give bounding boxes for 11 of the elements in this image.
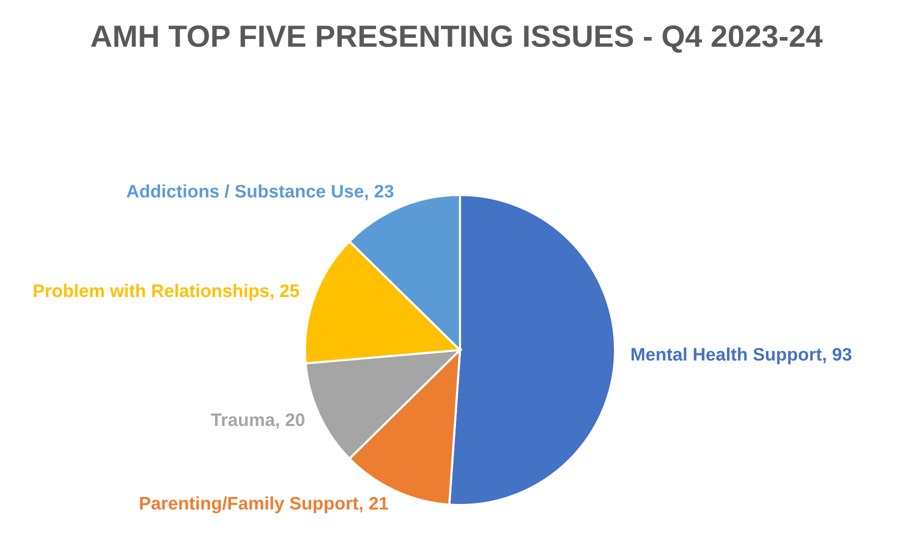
slice-label: Problem with Relationships	[34, 284, 269, 301]
slice-label: Addictions / Substance Use	[126, 184, 364, 198]
slice-label: Mental Health Support	[632, 347, 822, 364]
chart-title: AMH TOP FIVE PRESENTING ISSUES - Q4 2023-24	[91, 25, 823, 53]
data-label: , 20	[276, 413, 304, 429]
data-label: , 23	[365, 184, 394, 200]
slice-label: Trauma	[210, 414, 276, 426]
data-label: , 25	[270, 284, 300, 300]
data-label: , 93	[823, 348, 852, 364]
slice-label: Parenting/Family Support	[140, 496, 358, 514]
data-label: , 21	[360, 496, 388, 512]
